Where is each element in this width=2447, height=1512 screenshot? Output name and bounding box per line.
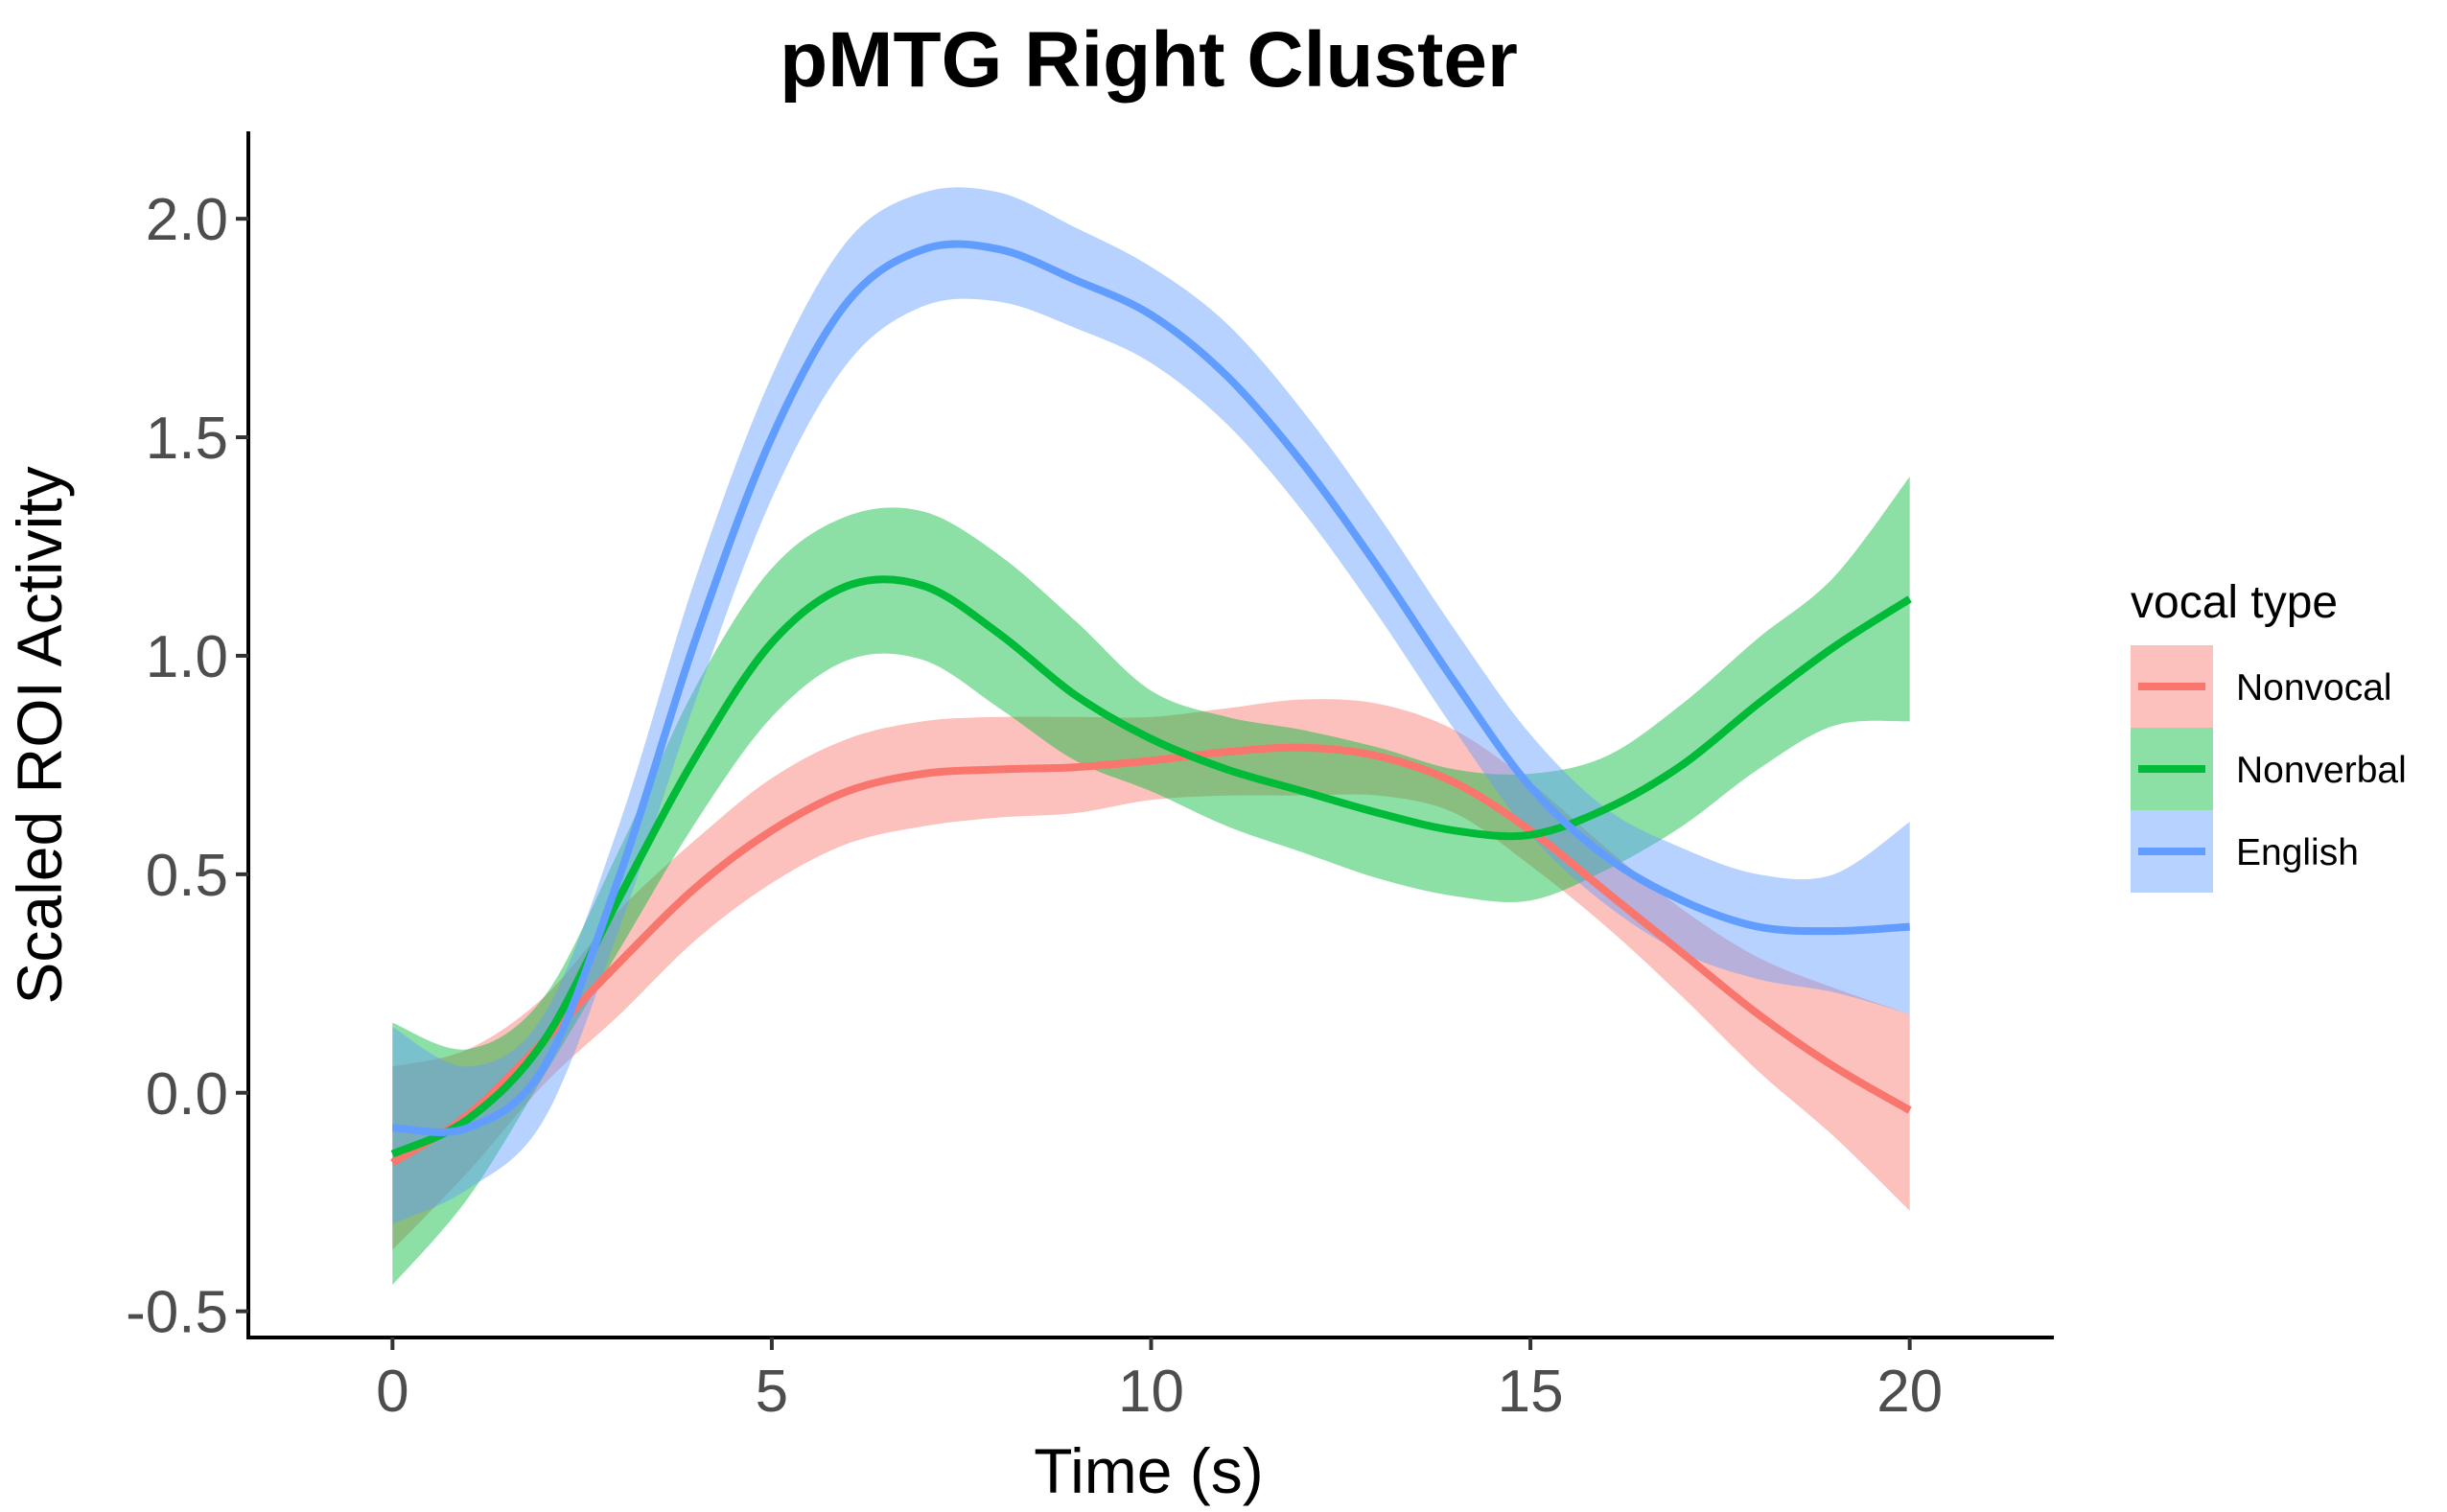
y-tick-label: 1.0 [146,624,228,690]
legend-label-nonverbal: Nonverbal [2236,750,2407,791]
legend: vocal type Nonvocal Nonverbal English [2131,577,2407,893]
legend-label-nonvocal: Nonvocal [2236,667,2392,709]
y-tick-label: -0.5 [126,1280,228,1346]
legend-title: vocal type [2131,577,2338,628]
band-nonverbal [392,477,1910,1286]
chart-title: pMTG Right Cluster [780,16,1518,104]
legend-items: Nonvocal Nonverbal English [2131,645,2407,893]
y-tick-label: 2.0 [146,187,228,253]
x-axis-ticks: 0 5 10 15 20 [376,1338,1943,1425]
x-tick-label: 15 [1498,1359,1564,1425]
y-tick-label: 0.5 [146,843,228,909]
y-axis-title: Scaled ROI Activity [4,466,75,1004]
x-tick-label: 5 [756,1359,788,1425]
y-axis-ticks: -0.5 0.0 0.5 1.0 1.5 2.0 [126,187,248,1346]
legend-label-english: English [2236,832,2359,873]
x-tick-label: 0 [376,1359,408,1425]
x-tick-label: 20 [1876,1359,1943,1425]
line-english [392,240,1910,1136]
series-lines [390,240,1912,1167]
legend-item-english: English [2131,810,2359,893]
x-tick-label: 10 [1118,1359,1184,1425]
legend-item-nonverbal: Nonverbal [2131,728,2407,810]
legend-item-nonvocal: Nonvocal [2131,645,2392,728]
line-nonvocal [390,743,1912,1167]
line-nonverbal [390,575,1912,1158]
y-tick-label: 0.0 [146,1061,228,1128]
x-axis-title: Time (s) [1034,1435,1264,1506]
y-tick-label: 1.5 [146,406,228,472]
